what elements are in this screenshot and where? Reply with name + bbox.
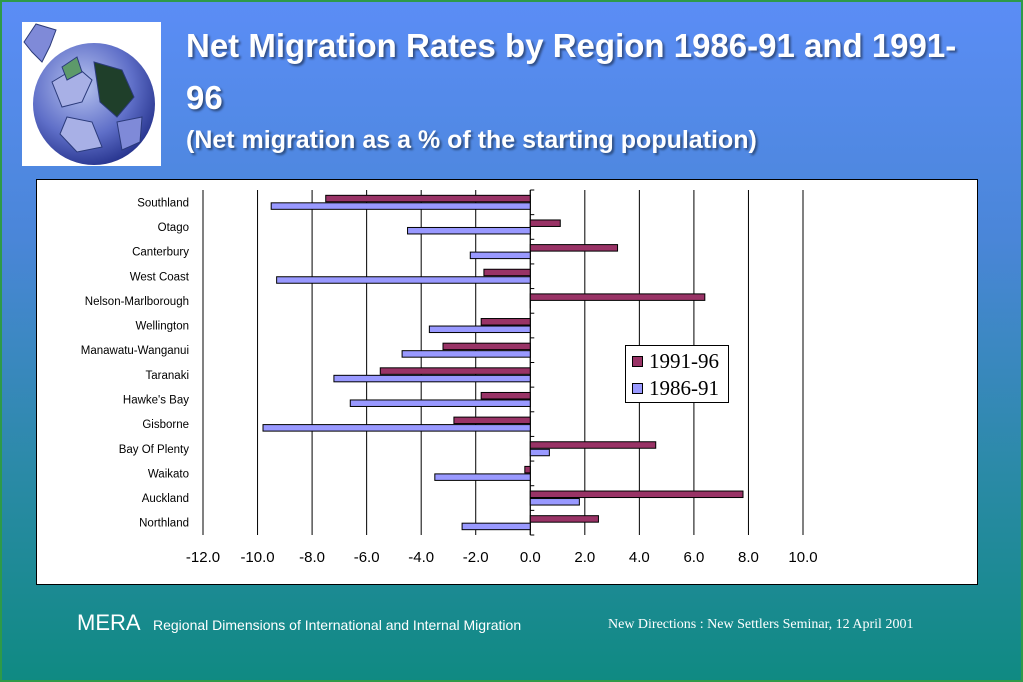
category-label-10: Bay Of Plenty xyxy=(119,444,190,456)
bar-1991-96-13 xyxy=(529,515,599,523)
x-tick-label-11: 10.0 xyxy=(788,549,817,566)
title-block: Net Migration Rates by Region 1986-91 an… xyxy=(186,20,986,156)
globe-logo xyxy=(22,22,161,166)
legend-label-1986-91: 1986-91 xyxy=(649,375,719,400)
bar-1991-96-8 xyxy=(480,391,531,400)
category-label-1: Otago xyxy=(158,222,189,234)
bar-1991-96-4 xyxy=(529,293,706,301)
bar-1991-96-10 xyxy=(529,441,657,449)
legend-item-1986-91: 1986-91 xyxy=(632,375,719,401)
legend-item-1991-96: 1991-96 xyxy=(632,348,719,374)
footer-event: New Directions : New Settlers Seminar, 1… xyxy=(608,617,914,632)
x-tick-label-2: -8.0 xyxy=(299,549,325,566)
bar-1991-96-9 xyxy=(453,416,531,425)
x-tick-label-10: 8.0 xyxy=(738,549,759,566)
bar-1986-91-5 xyxy=(428,325,531,334)
bar-1986-91-10 xyxy=(529,448,550,457)
bar-1986-91-11 xyxy=(434,473,531,481)
legend-swatch-1986-91 xyxy=(632,382,643,394)
bar-1991-96-2 xyxy=(529,244,619,252)
category-label-8: Hawke's Bay xyxy=(123,394,189,406)
category-label-5: Wellington xyxy=(136,321,190,333)
bar-1986-91-6 xyxy=(401,350,531,358)
category-label-9: Gisborne xyxy=(142,419,189,431)
bar-1991-96-11 xyxy=(524,465,531,474)
x-tick-label-1: -10.0 xyxy=(240,549,274,566)
bar-1991-96-7 xyxy=(379,367,531,375)
x-tick-label-4: -4.0 xyxy=(408,549,434,566)
bar-1986-91-9 xyxy=(262,424,531,432)
bar-1986-91-2 xyxy=(469,251,531,260)
bar-1986-91-7 xyxy=(333,374,531,383)
slide-subtitle: (Net migration as a % of the starting po… xyxy=(186,126,757,154)
bar-1991-96-5 xyxy=(480,318,531,326)
chart-area: -12.0 -10.0 -8.0 -6.0 -4.0 -2.0 0.0 2.0 4.0 6.0 8.… xyxy=(36,179,978,585)
category-label-6: Manawatu-Wanganui xyxy=(81,345,189,357)
slide-title: Net Migration Rates by Region 1986-91 an… xyxy=(186,27,957,116)
bar-1986-91-0 xyxy=(270,202,531,210)
footer-brand: MERA xyxy=(77,610,141,635)
category-label-4: Nelson-Marlborough xyxy=(85,296,189,308)
bar-1991-96-12 xyxy=(529,490,744,499)
x-tick-label-3: -6.0 xyxy=(354,549,380,566)
chart-legend: 1991-96 1986-91 xyxy=(625,345,729,403)
bar-1991-96-1 xyxy=(529,219,561,227)
category-label-12: Auckland xyxy=(142,493,189,505)
legend-swatch-1991-96 xyxy=(632,355,643,367)
category-label-7: Taranaki xyxy=(146,370,189,382)
category-label-11: Waikato xyxy=(148,468,189,480)
bar-1986-91-13 xyxy=(461,522,531,531)
bar-chart: -12.0 -10.0 -8.0 -6.0 -4.0 -2.0 0.0 2.0 4.0 6.0 8.… xyxy=(81,189,818,566)
category-label-0: Southland xyxy=(137,197,189,209)
category-label-3: West Coast xyxy=(130,271,190,283)
category-label-2: Canterbury xyxy=(132,247,189,259)
x-tick-label-5: -2.0 xyxy=(463,549,489,566)
footer-subtitle: Regional Dimensions of International and… xyxy=(153,617,522,633)
x-tick-label-6: 0.0 xyxy=(520,549,541,566)
bar-1986-91-8 xyxy=(349,399,531,407)
x-tick-label-8: 4.0 xyxy=(629,549,650,566)
category-label-13: Northland xyxy=(139,518,189,530)
legend-label-1991-96: 1991-96 xyxy=(649,348,719,373)
bar-1991-96-6 xyxy=(442,342,531,351)
x-tick-label-9: 6.0 xyxy=(683,549,704,566)
bar-1991-96-3 xyxy=(483,268,531,277)
bar-1986-91-12 xyxy=(529,498,580,506)
x-tick-label-0: -12.0 xyxy=(186,549,220,566)
bar-1986-91-3 xyxy=(276,276,531,284)
bar-1986-91-1 xyxy=(407,226,531,235)
x-tick-label-7: 2.0 xyxy=(574,549,595,566)
bar-1991-96-0 xyxy=(325,194,531,203)
